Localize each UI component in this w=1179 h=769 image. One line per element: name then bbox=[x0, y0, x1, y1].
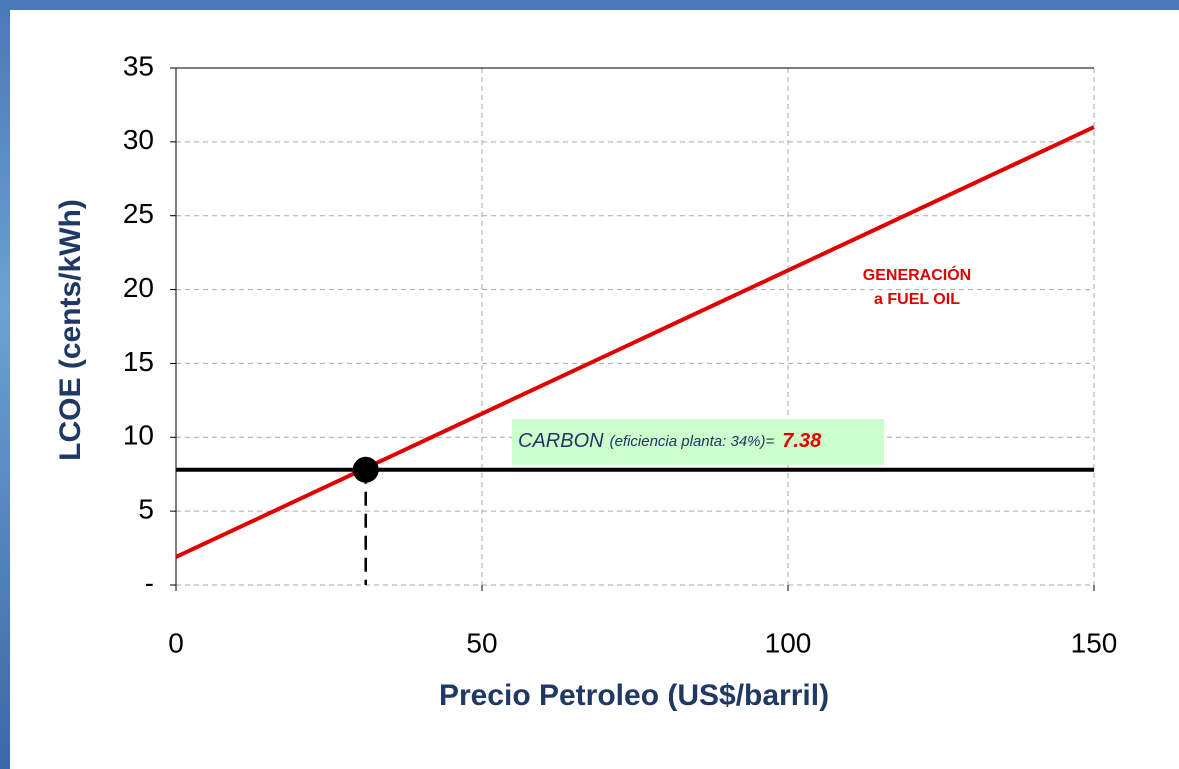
carbon-annotation: CARBON (eficiencia planta: 34%)= 7.38 bbox=[518, 430, 822, 452]
y-tick-label: 10 bbox=[123, 420, 154, 451]
series-line bbox=[175, 125, 1095, 559]
y-tick-label: 5 bbox=[138, 494, 154, 525]
y-tick-label: 30 bbox=[123, 124, 154, 155]
y-tick-label: 35 bbox=[123, 50, 154, 81]
y-axis-title: LCOE (cents/kWh) bbox=[54, 199, 87, 461]
y-axis-title-clip: LCOE (cents/kWh) bbox=[54, 199, 87, 461]
carbon-name: CARBON bbox=[518, 430, 604, 452]
intersection-point bbox=[352, 456, 379, 483]
fuel-oil-label: a FUEL OIL bbox=[874, 291, 960, 308]
x-tick-label: 50 bbox=[466, 627, 497, 658]
y-tick-label: 15 bbox=[123, 346, 154, 377]
chart-background bbox=[10, 10, 1179, 769]
y-tick-label: 25 bbox=[123, 198, 154, 229]
carbon-value: 7.38 bbox=[782, 430, 822, 452]
y-tick-label: 20 bbox=[123, 272, 154, 303]
x-tick-label: 150 bbox=[1071, 627, 1118, 658]
marks bbox=[175, 125, 1095, 585]
y-tick-label: - bbox=[145, 567, 154, 598]
carbon-box bbox=[512, 419, 884, 465]
x-tick-label: 100 bbox=[765, 627, 812, 658]
fuel-oil-label: GENERACIÓN bbox=[863, 265, 971, 284]
x-tick-label: 0 bbox=[168, 627, 184, 658]
x-axis-title: Precio Petroleo (US$/barril) bbox=[439, 679, 829, 712]
carbon-detail: (eficiencia planta: 34%)= bbox=[610, 433, 775, 450]
